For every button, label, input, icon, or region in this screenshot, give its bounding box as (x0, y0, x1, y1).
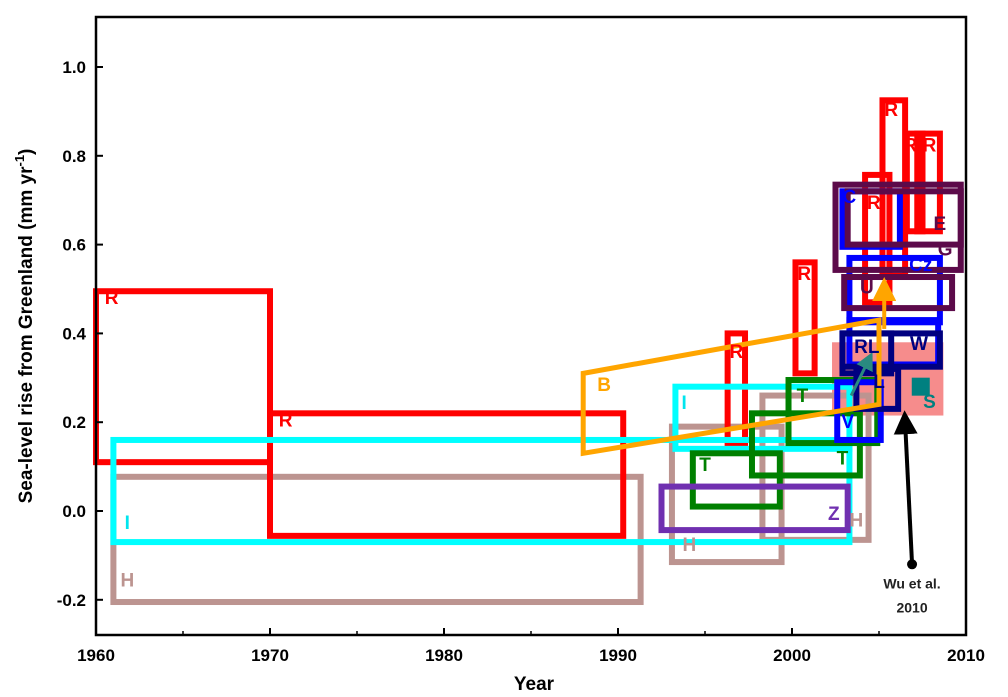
series-label-W: W (910, 334, 928, 355)
series-label-R: R (279, 411, 293, 432)
x-tick-label: 1970 (251, 646, 289, 665)
series-label-V: V (841, 412, 854, 433)
series-label-R: R (105, 288, 119, 309)
series-label-H: H (850, 511, 864, 532)
range-box-R (93, 288, 273, 466)
wu-arrow (893, 410, 918, 565)
range-box-T (689, 450, 783, 510)
x-tick-label: 2010 (947, 646, 985, 665)
wu-annotation: Wu et al. 2010 (883, 575, 940, 615)
series-label-C: C (843, 187, 857, 208)
series-label-B: B (597, 375, 611, 396)
series-label-U: U (860, 277, 874, 298)
y-tick-label: 0.0 (62, 502, 86, 521)
range-box-U (841, 274, 956, 312)
annotation-line2: 2010 (896, 599, 927, 615)
range-box-W (839, 330, 943, 370)
range-box-R (862, 171, 893, 306)
range-box-R (267, 410, 627, 539)
wu-arrow-dot (907, 559, 918, 570)
series-label-T: T (837, 448, 849, 469)
x-tick-label: 1960 (77, 646, 115, 665)
annotation-line1: Wu et al. (883, 575, 940, 591)
axis-ticks: 1960 1970 1980 1990 2000 2010 -0.2 0.0 0.2 0.4 0.6… (57, 58, 985, 665)
series-label-RL: RL (854, 337, 880, 358)
series-label-I: I (681, 393, 686, 414)
y-tick-label: 0.6 (62, 236, 86, 255)
y-axis-label: Sea-level rise from Greenland (mm yr-1) (12, 149, 37, 504)
x-tick-label: 1980 (425, 646, 463, 665)
series-label-H: H (120, 570, 134, 591)
series-label-T: T (699, 455, 711, 476)
y-tick-label: 0.4 (62, 324, 86, 343)
range-box-Cz (846, 254, 943, 326)
series-label-S: S (923, 392, 936, 413)
series-label-E: E (934, 214, 947, 235)
range-box-Z (658, 483, 851, 534)
y-tick-label: 1.0 (62, 58, 86, 77)
series-label-I: I (125, 513, 130, 534)
series-label-T: T (797, 386, 809, 407)
series-label-R: R (867, 193, 881, 214)
range-parallelogram-B (580, 317, 882, 457)
series-label-R: R (923, 135, 937, 156)
range-box-I (672, 383, 853, 452)
y-tick-label: 0.2 (62, 413, 86, 432)
S-marker (911, 377, 930, 396)
series-label-Z: Z (828, 504, 840, 525)
series-label-R: R (884, 100, 898, 121)
series-label-H: H (682, 535, 696, 556)
series-label-R: R (797, 264, 811, 285)
arrow-RL (849, 351, 873, 397)
x-tick-label: 2000 (773, 646, 811, 665)
x-axis-label: Year (514, 674, 555, 695)
y-tick-label: -0.2 (57, 591, 86, 610)
series-label-Cz: Cz (909, 255, 932, 276)
series-label-R: R (903, 135, 917, 156)
x-tick-label: 1990 (599, 646, 637, 665)
range-box-R (792, 259, 818, 377)
series-label-L: L (873, 372, 885, 393)
series-label-G: G (938, 240, 953, 261)
range-box-E (844, 188, 964, 248)
series-label-R: R (729, 342, 743, 363)
y-tick-label: 0.8 (62, 147, 86, 166)
